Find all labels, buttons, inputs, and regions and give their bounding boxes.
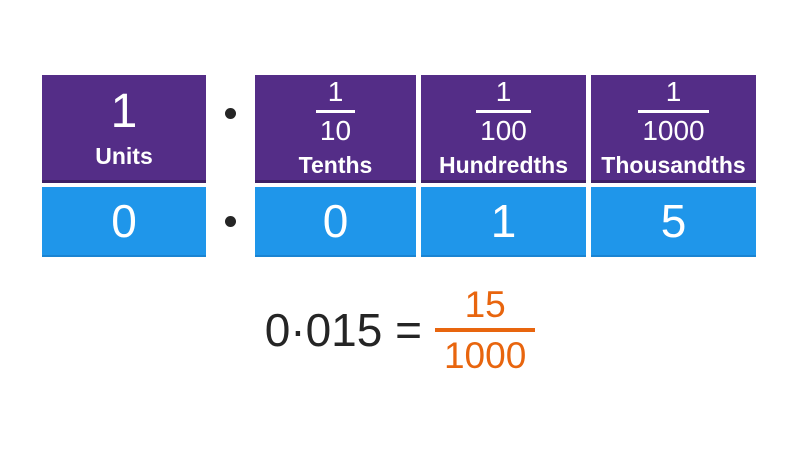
column-tenths: 1 10 Tenths 0	[255, 75, 416, 257]
digit-cell-units: 0	[42, 187, 206, 257]
fraction-numerator: 1	[665, 76, 682, 107]
digit-cell-tenths: 0	[255, 187, 416, 257]
place-value-table: 1 Units 0 1 10 Tenths 0 1 100 Hundredths…	[42, 75, 756, 257]
tenths-header-label: Tenths	[298, 152, 373, 178]
equation-fraction: 15 1000	[434, 284, 536, 374]
fraction-numerator: 1	[495, 76, 512, 107]
column-units: 1 Units 0	[42, 75, 206, 257]
thousandths-fraction: 1 1000	[638, 76, 709, 145]
equation-fraction-denominator: 1000	[434, 328, 536, 374]
digit-cell-thousandths: 5	[591, 187, 756, 257]
fraction-numerator: 1	[327, 76, 344, 107]
equation-left-side: 0·015 =	[264, 304, 422, 356]
column-hundredths: 1 100 Hundredths 1	[421, 75, 586, 257]
column-thousandths: 1 1000 Thousandths 5	[591, 75, 756, 257]
fraction-denominator: 10	[315, 110, 356, 145]
header-cell-tenths: 1 10 Tenths	[255, 75, 416, 183]
decimal-point-icon	[225, 216, 236, 227]
header-cell-hundredths: 1 100 Hundredths	[421, 75, 586, 183]
digit-cell-hundredths: 1	[421, 187, 586, 257]
units-header-label: Units	[95, 142, 153, 169]
thousandths-header-label: Thousandths	[601, 152, 746, 178]
fraction-denominator: 100	[476, 110, 531, 145]
header-cell-units: 1 Units	[42, 75, 206, 183]
hundredths-header-label: Hundredths	[438, 152, 569, 178]
decimal-point-column	[206, 75, 255, 257]
units-header-value: 1	[110, 84, 138, 138]
equation-fraction-numerator: 15	[464, 284, 506, 325]
tenths-fraction: 1 10	[315, 76, 356, 145]
equation: 0·015 = 15 1000	[0, 284, 800, 376]
fraction-denominator: 1000	[638, 110, 709, 145]
decimal-point-icon	[225, 108, 236, 119]
hundredths-fraction: 1 100	[476, 78, 531, 145]
header-cell-thousandths: 1 1000 Thousandths	[591, 75, 756, 183]
